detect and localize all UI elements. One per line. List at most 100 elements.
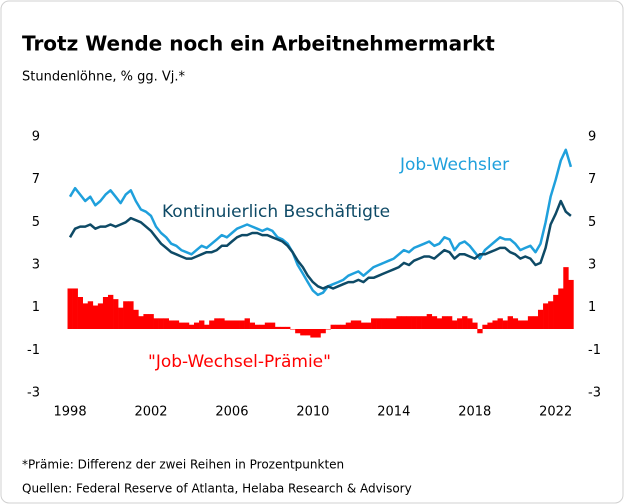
- bar: [563, 267, 569, 329]
- bar: [214, 318, 220, 329]
- bar: [102, 297, 109, 329]
- bar: [421, 316, 427, 329]
- bar: [123, 301, 129, 329]
- bar: [82, 303, 89, 329]
- bar: [416, 316, 422, 329]
- bar: [537, 309, 544, 329]
- x-tick-label: 2022: [539, 405, 572, 420]
- bar: [462, 316, 468, 329]
- y-tick-label: -1: [27, 343, 40, 358]
- bar: [446, 316, 453, 329]
- chart-title: Trotz Wende noch ein Arbeitnehmermarkt: [22, 32, 495, 56]
- line: [68, 148, 573, 297]
- bar: [224, 320, 230, 329]
- annotation: Job-Wechsler: [399, 155, 509, 175]
- bar: [264, 322, 271, 329]
- bar: [143, 314, 149, 329]
- annotation: Kontinuierlich Beschäftigte: [162, 202, 390, 222]
- bar: [310, 329, 316, 338]
- bar: [239, 320, 245, 329]
- bar: [188, 324, 195, 329]
- bar: [113, 299, 119, 329]
- bar: [229, 320, 235, 329]
- bar: [153, 318, 159, 329]
- bar: [532, 316, 539, 329]
- bar: [133, 309, 139, 329]
- bar: [300, 329, 306, 336]
- bar: [431, 316, 438, 329]
- bar: [77, 297, 83, 329]
- bar: [107, 294, 114, 329]
- x-tick-label: 1998: [54, 405, 87, 420]
- bar: [254, 324, 261, 329]
- y-tick-label: 5: [32, 215, 40, 230]
- y-tick-label: 7: [32, 172, 40, 187]
- x-tick-label: 2010: [296, 405, 329, 420]
- bar: [193, 322, 200, 329]
- x-tick-label: 2018: [458, 405, 491, 420]
- bar: [118, 307, 124, 329]
- bar: [391, 318, 397, 329]
- bar: [305, 329, 311, 336]
- bar: [527, 316, 534, 329]
- bar: [249, 322, 255, 329]
- bar: [512, 318, 519, 329]
- bar: [350, 320, 357, 329]
- bar: [568, 279, 574, 329]
- bar: [543, 303, 549, 329]
- y2-tick-label: 3: [588, 258, 596, 273]
- bar: [355, 320, 362, 329]
- bar: [487, 322, 493, 329]
- bar: [199, 320, 205, 329]
- bar: [325, 329, 331, 330]
- y-tick-label: 9: [32, 130, 40, 145]
- bar: [386, 318, 392, 329]
- bar: [279, 326, 286, 329]
- y-tick-label: 3: [32, 258, 40, 273]
- bar: [158, 318, 164, 329]
- bar: [507, 316, 513, 329]
- bar: [295, 329, 301, 334]
- bar: [406, 316, 412, 329]
- bar: [426, 314, 433, 329]
- footnote: *Prämie: Differenz der zwei Reihen in Pr…: [22, 458, 344, 472]
- bar: [477, 329, 483, 334]
- annotation: "Job-Wechsel-Prämie": [148, 352, 331, 372]
- y2-tick-label: 9: [588, 130, 596, 145]
- bar: [553, 294, 559, 329]
- bar: [320, 329, 326, 334]
- bar: [522, 320, 529, 329]
- bar: [360, 322, 367, 329]
- bar: [97, 303, 104, 329]
- bar: [244, 318, 250, 329]
- bar: [371, 318, 377, 329]
- bar: [376, 318, 382, 329]
- bar: [548, 301, 554, 329]
- y2-tick-label: 5: [588, 215, 596, 230]
- bar: [92, 305, 99, 329]
- bar: [502, 320, 508, 329]
- bar: [204, 324, 210, 329]
- bar: [517, 320, 524, 329]
- bar: [148, 314, 154, 329]
- bar: [401, 316, 407, 329]
- bar: [457, 318, 463, 329]
- bar: [492, 320, 498, 329]
- bar: [269, 322, 276, 329]
- bar: [472, 322, 478, 329]
- bar: [381, 318, 387, 329]
- y2-tick-label: -1: [588, 343, 601, 358]
- bar: [87, 301, 94, 329]
- bar: [290, 329, 296, 330]
- bar: [285, 326, 291, 329]
- x-tick-label: 2006: [215, 405, 248, 420]
- bar: [441, 316, 448, 329]
- bar: [259, 324, 266, 329]
- bar: [183, 322, 190, 329]
- bar: [128, 301, 134, 329]
- source: Quellen: Federal Reserve of Atlanta, Hel…: [22, 482, 412, 496]
- bar: [67, 288, 73, 329]
- bar: [315, 329, 321, 338]
- y-tick-label: -3: [27, 386, 40, 401]
